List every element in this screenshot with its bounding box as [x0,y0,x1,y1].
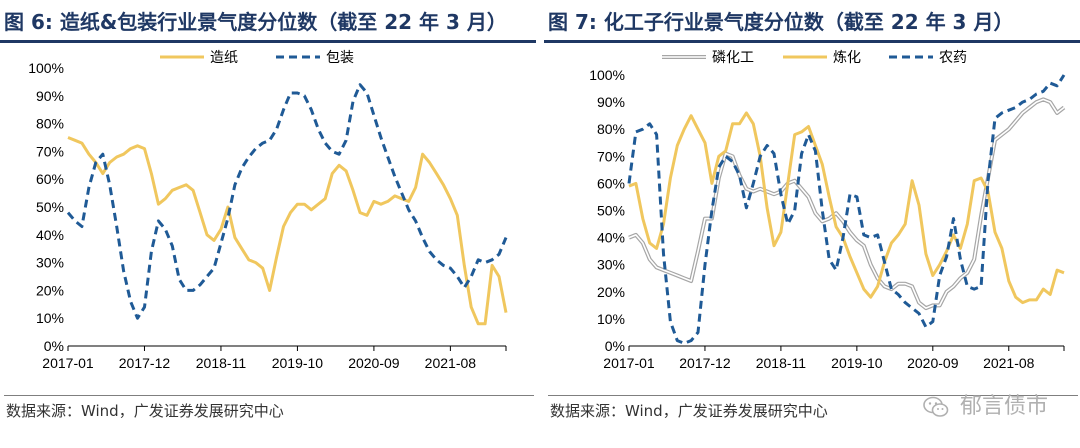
y-tick-label: 40% [597,230,625,246]
source-note: 数据来源：Wind，广发证券发展研究中心 [6,402,284,420]
y-tick-label: 30% [36,255,64,271]
legend-label: 磷化工 [712,50,754,66]
series-line-2 [627,74,1066,345]
chart-title-bar: 图 7: 化工子行业景气度分位数（截至 22 年 3 月） [544,0,1080,43]
x-tick-label: 2019-10 [831,355,883,371]
x-tick-label: 2021-08 [425,355,477,371]
line-chart-chemical: 0% 10% 20% 30% 40% 50% 60% 70% 80% 90% 100% 2017-01… [589,50,1066,371]
wechat-icon [923,396,949,417]
x-tick-label: 2020-09 [907,355,959,371]
y-tick-label: 90% [597,94,625,110]
y-tick-label: 60% [36,171,64,187]
source-divider [548,395,1078,396]
y-tick-label: 10% [597,311,625,327]
series-line-1 [628,111,1065,305]
y-tick-label: 80% [36,116,64,132]
series-line-0-inner [628,98,1065,309]
y-tick-label: 70% [36,143,64,159]
x-tick-label: 2017-12 [119,355,171,371]
y-tick-label: 100% [589,67,625,83]
y-tick-label: 60% [597,175,625,191]
x-tick-label: 2017-01 [603,355,655,371]
y-tick-label: 20% [36,282,64,298]
line-chart-paper-packaging: 0% 10% 20% 30% 40% 50% 60% 70% 80% 90% 100% 2017-01… [28,50,508,371]
y-tick-label: 50% [597,203,625,219]
series-line-0 [67,136,508,326]
y-tick-label: 0% [605,338,625,354]
legend-label: 包装 [326,50,354,66]
chart-panel-chemical: 图 7: 化工子行业景气度分位数（截至 22 年 3 月） 0% 10% 20% 30… [544,0,1080,448]
watermark-label: 郁言债市 [959,394,1048,419]
x-tick-label: 2021-08 [983,355,1035,371]
x-tick-label: 2017-01 [42,355,94,371]
x-tick-label: 2018-11 [196,355,247,371]
x-tick-label: 2017-12 [679,355,731,371]
y-tick-label: 40% [36,227,64,243]
y-tick-label: 10% [36,310,64,326]
y-tick-label: 20% [597,284,625,300]
chart-title: 图 6: 造纸&包装行业景气度分位数（截至 22 年 3 月） [4,9,507,34]
source-note: 数据来源：Wind，广发证券发展研究中心 [550,402,828,420]
y-tick-label: 0% [44,338,64,354]
y-tick-label: 100% [28,60,64,76]
y-tick-label: 30% [597,257,625,273]
chart-title: 图 7: 化工子行业景气度分位数（截至 22 年 3 月） [548,9,1014,34]
source-divider [4,395,534,396]
y-tick-label: 90% [36,88,64,104]
series-line-0 [628,97,1066,311]
legend-label: 造纸 [210,50,238,66]
y-tick-label: 70% [597,148,625,164]
chart-title-bar: 图 6: 造纸&包装行业景气度分位数（截至 22 年 3 月） [0,0,536,43]
y-tick-label: 50% [36,199,64,215]
legend-label: 农药 [939,50,967,66]
watermark: 郁言债市 [923,388,1048,420]
series-line-1 [66,83,508,320]
y-tick-label: 80% [597,121,625,137]
chart-panel-paper-packaging: 图 6: 造纸&包装行业景气度分位数（截至 22 年 3 月） 0% 10% 20%… [0,0,536,448]
legend-label: 炼化 [833,50,861,66]
x-tick-label: 2018-11 [756,355,807,371]
x-tick-label: 2019-10 [272,355,324,371]
x-tick-label: 2020-09 [348,355,400,371]
